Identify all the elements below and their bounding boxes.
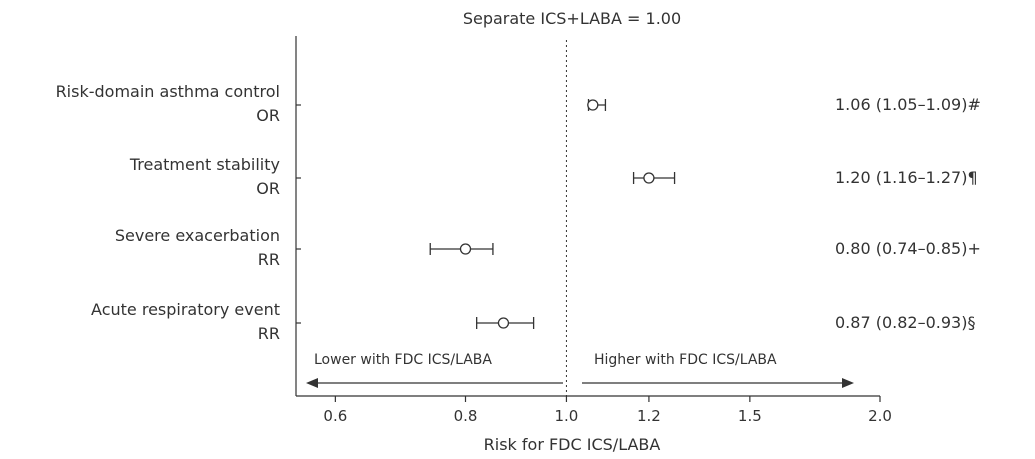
- point-estimate: [643, 172, 655, 184]
- higher-annotation: Higher with FDC ICS/LABA: [594, 352, 777, 368]
- row-label: Severe exacerbation: [115, 226, 280, 245]
- row-label: Treatment stability: [129, 155, 280, 174]
- lower-annotation: Lower with FDC ICS/LABA: [314, 352, 492, 368]
- x-tick-label: 1.0: [555, 407, 579, 425]
- row-measure: OR: [256, 179, 280, 198]
- row-value-text: 0.80 (0.74–0.85)+: [835, 239, 981, 258]
- row-label: Risk-domain asthma control: [56, 82, 280, 101]
- row-measure: OR: [256, 106, 280, 125]
- x-tick-label: 0.8: [454, 407, 478, 425]
- row-value-text: 0.87 (0.82–0.93)§: [835, 313, 975, 332]
- row-value-text: 1.20 (1.16–1.27)¶: [835, 168, 978, 187]
- point-estimate: [459, 243, 472, 255]
- x-tick-label: 1.5: [738, 407, 762, 425]
- x-tick-label: 2.0: [868, 407, 892, 425]
- x-tick-label: 1.2: [637, 407, 661, 425]
- row-measure: RR: [258, 324, 280, 343]
- point-estimate: [587, 99, 599, 111]
- chart-title: Separate ICS+LABA = 1.00: [463, 9, 681, 28]
- point-estimate: [497, 317, 510, 329]
- higher-arrow-head: [842, 378, 854, 388]
- lower-arrow-head: [306, 378, 318, 388]
- x-axis-label: Risk for FDC ICS/LABA: [484, 435, 661, 454]
- row-label: Acute respiratory event: [91, 300, 280, 319]
- x-tick-label: 0.6: [323, 407, 347, 425]
- row-value-text: 1.06 (1.05–1.09)#: [835, 95, 981, 114]
- row-measure: RR: [258, 250, 280, 269]
